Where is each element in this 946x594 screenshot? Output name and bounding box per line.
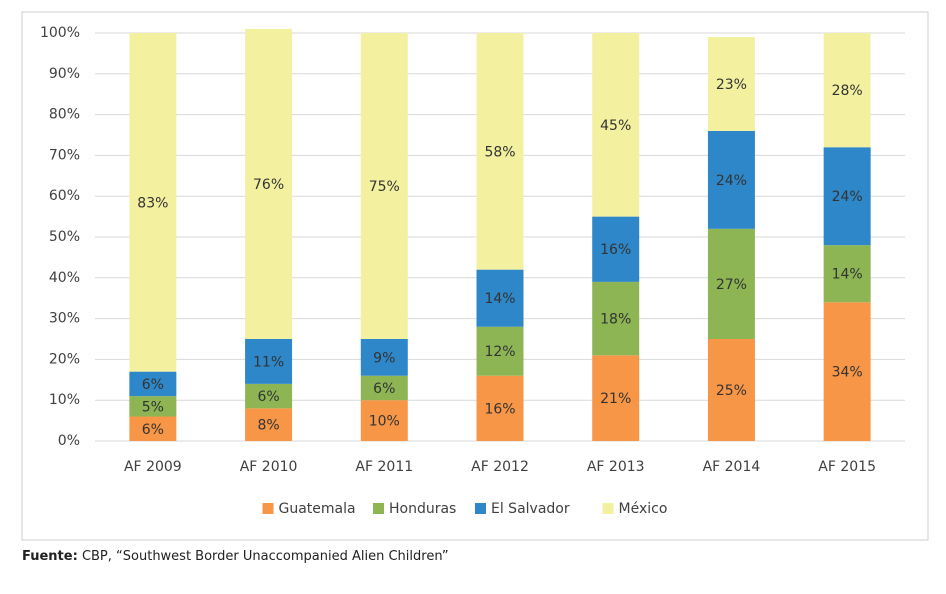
data-label: 83% — [137, 195, 168, 211]
bar-segment — [592, 355, 640, 441]
y-tick-label: 100% — [40, 25, 80, 41]
y-tick-label: 20% — [49, 351, 80, 367]
data-label: 16% — [600, 242, 631, 258]
data-label: 6% — [142, 422, 164, 438]
bar-segment — [245, 339, 293, 384]
legend-swatch — [475, 503, 486, 514]
bar-segment — [245, 408, 293, 441]
y-tick-label: 0% — [58, 433, 80, 449]
source: Fuente: CBP, “Southwest Border Unaccompa… — [22, 549, 449, 564]
data-label: 25% — [716, 383, 747, 399]
data-label: 6% — [142, 377, 164, 393]
bar-segment — [129, 416, 177, 441]
legend-swatch — [262, 503, 274, 514]
data-label: 16% — [484, 401, 515, 417]
bar-segment — [129, 396, 177, 417]
data-label: 45% — [600, 118, 631, 134]
legend-label: El Salvador — [491, 501, 570, 517]
data-label: 27% — [716, 277, 747, 293]
y-tick-label: 90% — [49, 66, 80, 82]
bar-segment — [360, 33, 408, 339]
data-label: 34% — [832, 365, 863, 381]
data-label: 11% — [253, 354, 284, 370]
data-label: 12% — [484, 344, 515, 360]
bar-segment — [592, 281, 640, 356]
data-label: 9% — [373, 350, 395, 366]
bar-segment — [360, 339, 408, 376]
x-tick-label: AF 2009 — [124, 459, 182, 475]
legend-swatch — [602, 503, 614, 514]
bar-segment — [129, 371, 177, 397]
data-label: 14% — [832, 267, 863, 283]
data-label: 8% — [257, 418, 279, 434]
bar-segment — [823, 33, 871, 148]
bar-segment — [592, 33, 640, 217]
bar-segment — [129, 33, 177, 372]
bar-segment — [476, 326, 524, 376]
x-tick-label: AF 2010 — [240, 459, 298, 475]
data-label: 10% — [369, 414, 400, 430]
x-tick-label: AF 2012 — [471, 459, 529, 475]
data-label: 6% — [373, 381, 395, 397]
bar-segment — [707, 228, 755, 339]
x-tick-label: AF 2013 — [587, 459, 645, 475]
y-tick-label: 10% — [49, 392, 80, 408]
x-tick-label: AF 2015 — [818, 459, 876, 475]
data-label: 23% — [716, 77, 747, 93]
legend-label: Guatemala — [279, 501, 356, 517]
data-label: 14% — [484, 291, 515, 307]
bar-segment — [823, 302, 871, 441]
y-tick-label: 30% — [49, 311, 80, 327]
data-label: 18% — [600, 312, 631, 328]
bar-segment — [245, 383, 293, 409]
y-tick-label: 80% — [49, 107, 80, 123]
data-label: 75% — [369, 179, 400, 195]
bar-segment — [476, 33, 524, 270]
data-label: 76% — [253, 177, 284, 193]
data-label: 5% — [142, 399, 164, 415]
bar-segment — [360, 400, 408, 441]
source-label: Fuente: — [22, 549, 78, 564]
y-tick-label: 40% — [49, 270, 80, 286]
bar-segment — [707, 339, 755, 441]
x-tick-label: AF 2014 — [703, 459, 761, 475]
bar-segment — [245, 28, 293, 339]
x-tick-label: AF 2011 — [355, 459, 413, 475]
legend-label: Honduras — [389, 501, 456, 517]
y-tick-label: 70% — [49, 147, 80, 163]
bar-segment — [360, 375, 408, 401]
bar-segment — [476, 269, 524, 327]
bar-segment — [823, 147, 871, 246]
data-label: 28% — [832, 83, 863, 99]
bar-segment — [707, 37, 755, 131]
legend-label: México — [619, 501, 668, 517]
data-label: 58% — [484, 144, 515, 160]
data-label: 6% — [257, 389, 279, 405]
bar-segment — [592, 216, 640, 282]
bar-segment — [707, 130, 755, 229]
bar-segment — [476, 375, 524, 441]
y-tick-label: 60% — [49, 188, 80, 204]
legend-swatch — [373, 503, 384, 514]
data-label: 24% — [832, 189, 863, 205]
data-label: 21% — [600, 391, 631, 407]
data-label: 24% — [716, 173, 747, 189]
y-tick-label: 50% — [49, 229, 80, 245]
source-text: CBP, “Southwest Border Unaccompanied Ali… — [82, 549, 449, 564]
bar-segment — [823, 245, 871, 303]
